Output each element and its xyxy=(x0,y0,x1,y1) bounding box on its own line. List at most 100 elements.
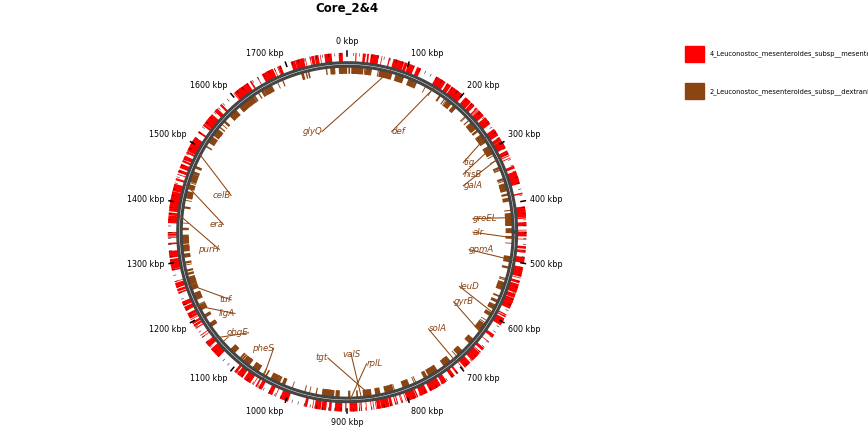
Polygon shape xyxy=(482,123,490,130)
Polygon shape xyxy=(490,137,502,146)
Polygon shape xyxy=(184,260,192,264)
Polygon shape xyxy=(223,120,230,127)
Polygon shape xyxy=(384,396,389,408)
Polygon shape xyxy=(513,265,523,268)
Polygon shape xyxy=(390,384,394,392)
Polygon shape xyxy=(486,131,496,138)
Polygon shape xyxy=(340,66,343,74)
Polygon shape xyxy=(468,348,477,358)
Polygon shape xyxy=(365,400,367,411)
Polygon shape xyxy=(188,278,196,283)
Polygon shape xyxy=(282,378,286,385)
Polygon shape xyxy=(234,88,247,101)
Text: 1700 kbp: 1700 kbp xyxy=(246,49,284,58)
Polygon shape xyxy=(214,131,221,137)
Polygon shape xyxy=(464,337,471,344)
Polygon shape xyxy=(431,77,443,89)
Text: alr: alr xyxy=(473,228,484,237)
Polygon shape xyxy=(360,400,362,411)
Polygon shape xyxy=(491,315,503,325)
Polygon shape xyxy=(189,142,201,151)
Polygon shape xyxy=(245,371,252,380)
Polygon shape xyxy=(444,357,449,364)
Polygon shape xyxy=(168,219,179,223)
Polygon shape xyxy=(502,198,510,203)
Polygon shape xyxy=(185,194,193,199)
Polygon shape xyxy=(306,71,308,79)
Polygon shape xyxy=(187,275,197,285)
Polygon shape xyxy=(505,223,513,225)
Polygon shape xyxy=(507,285,517,290)
Polygon shape xyxy=(459,98,471,110)
Polygon shape xyxy=(168,242,179,245)
Polygon shape xyxy=(388,396,393,406)
Polygon shape xyxy=(183,206,191,210)
Polygon shape xyxy=(383,71,392,80)
Polygon shape xyxy=(451,91,458,100)
Polygon shape xyxy=(268,69,277,81)
Text: 1400 kbp: 1400 kbp xyxy=(127,195,164,204)
Polygon shape xyxy=(505,236,513,239)
Polygon shape xyxy=(429,378,437,389)
Polygon shape xyxy=(470,346,480,356)
Polygon shape xyxy=(498,153,509,159)
Polygon shape xyxy=(400,379,410,388)
Polygon shape xyxy=(417,383,428,396)
Polygon shape xyxy=(171,197,181,202)
Polygon shape xyxy=(272,373,275,380)
Polygon shape xyxy=(372,55,376,65)
Polygon shape xyxy=(171,262,181,267)
Polygon shape xyxy=(258,92,263,99)
Polygon shape xyxy=(181,235,189,240)
Polygon shape xyxy=(253,362,258,369)
Polygon shape xyxy=(395,74,400,82)
Polygon shape xyxy=(477,118,490,130)
Polygon shape xyxy=(247,99,253,106)
Polygon shape xyxy=(187,184,195,191)
Polygon shape xyxy=(301,58,306,69)
Polygon shape xyxy=(392,59,398,70)
Polygon shape xyxy=(487,302,496,310)
Polygon shape xyxy=(436,94,441,102)
Polygon shape xyxy=(497,150,509,158)
Polygon shape xyxy=(365,67,367,75)
Polygon shape xyxy=(263,87,270,96)
Polygon shape xyxy=(457,360,464,369)
Polygon shape xyxy=(496,311,506,317)
Polygon shape xyxy=(283,390,288,400)
Polygon shape xyxy=(257,77,263,86)
Polygon shape xyxy=(309,57,312,67)
Polygon shape xyxy=(503,255,511,263)
Bar xyxy=(685,84,704,99)
Polygon shape xyxy=(252,96,257,102)
Polygon shape xyxy=(474,113,483,123)
Polygon shape xyxy=(170,202,181,207)
Polygon shape xyxy=(505,243,513,244)
Polygon shape xyxy=(260,379,266,390)
Polygon shape xyxy=(206,336,217,347)
Polygon shape xyxy=(458,355,470,368)
Polygon shape xyxy=(285,391,290,401)
Polygon shape xyxy=(182,244,190,252)
Polygon shape xyxy=(204,120,216,130)
Polygon shape xyxy=(515,210,525,212)
Polygon shape xyxy=(286,391,291,401)
Polygon shape xyxy=(412,81,418,89)
Polygon shape xyxy=(442,99,447,105)
Polygon shape xyxy=(253,362,258,369)
Polygon shape xyxy=(322,399,327,410)
Polygon shape xyxy=(483,146,490,153)
Polygon shape xyxy=(504,290,516,298)
Polygon shape xyxy=(304,396,309,407)
Polygon shape xyxy=(345,66,347,74)
Polygon shape xyxy=(201,331,211,338)
Polygon shape xyxy=(335,390,340,398)
Polygon shape xyxy=(253,362,262,372)
Polygon shape xyxy=(352,66,358,74)
Polygon shape xyxy=(465,334,474,343)
Polygon shape xyxy=(171,192,182,201)
Text: 600 kbp: 600 kbp xyxy=(508,325,541,334)
Polygon shape xyxy=(194,319,203,326)
Polygon shape xyxy=(480,121,489,129)
Polygon shape xyxy=(247,358,253,365)
